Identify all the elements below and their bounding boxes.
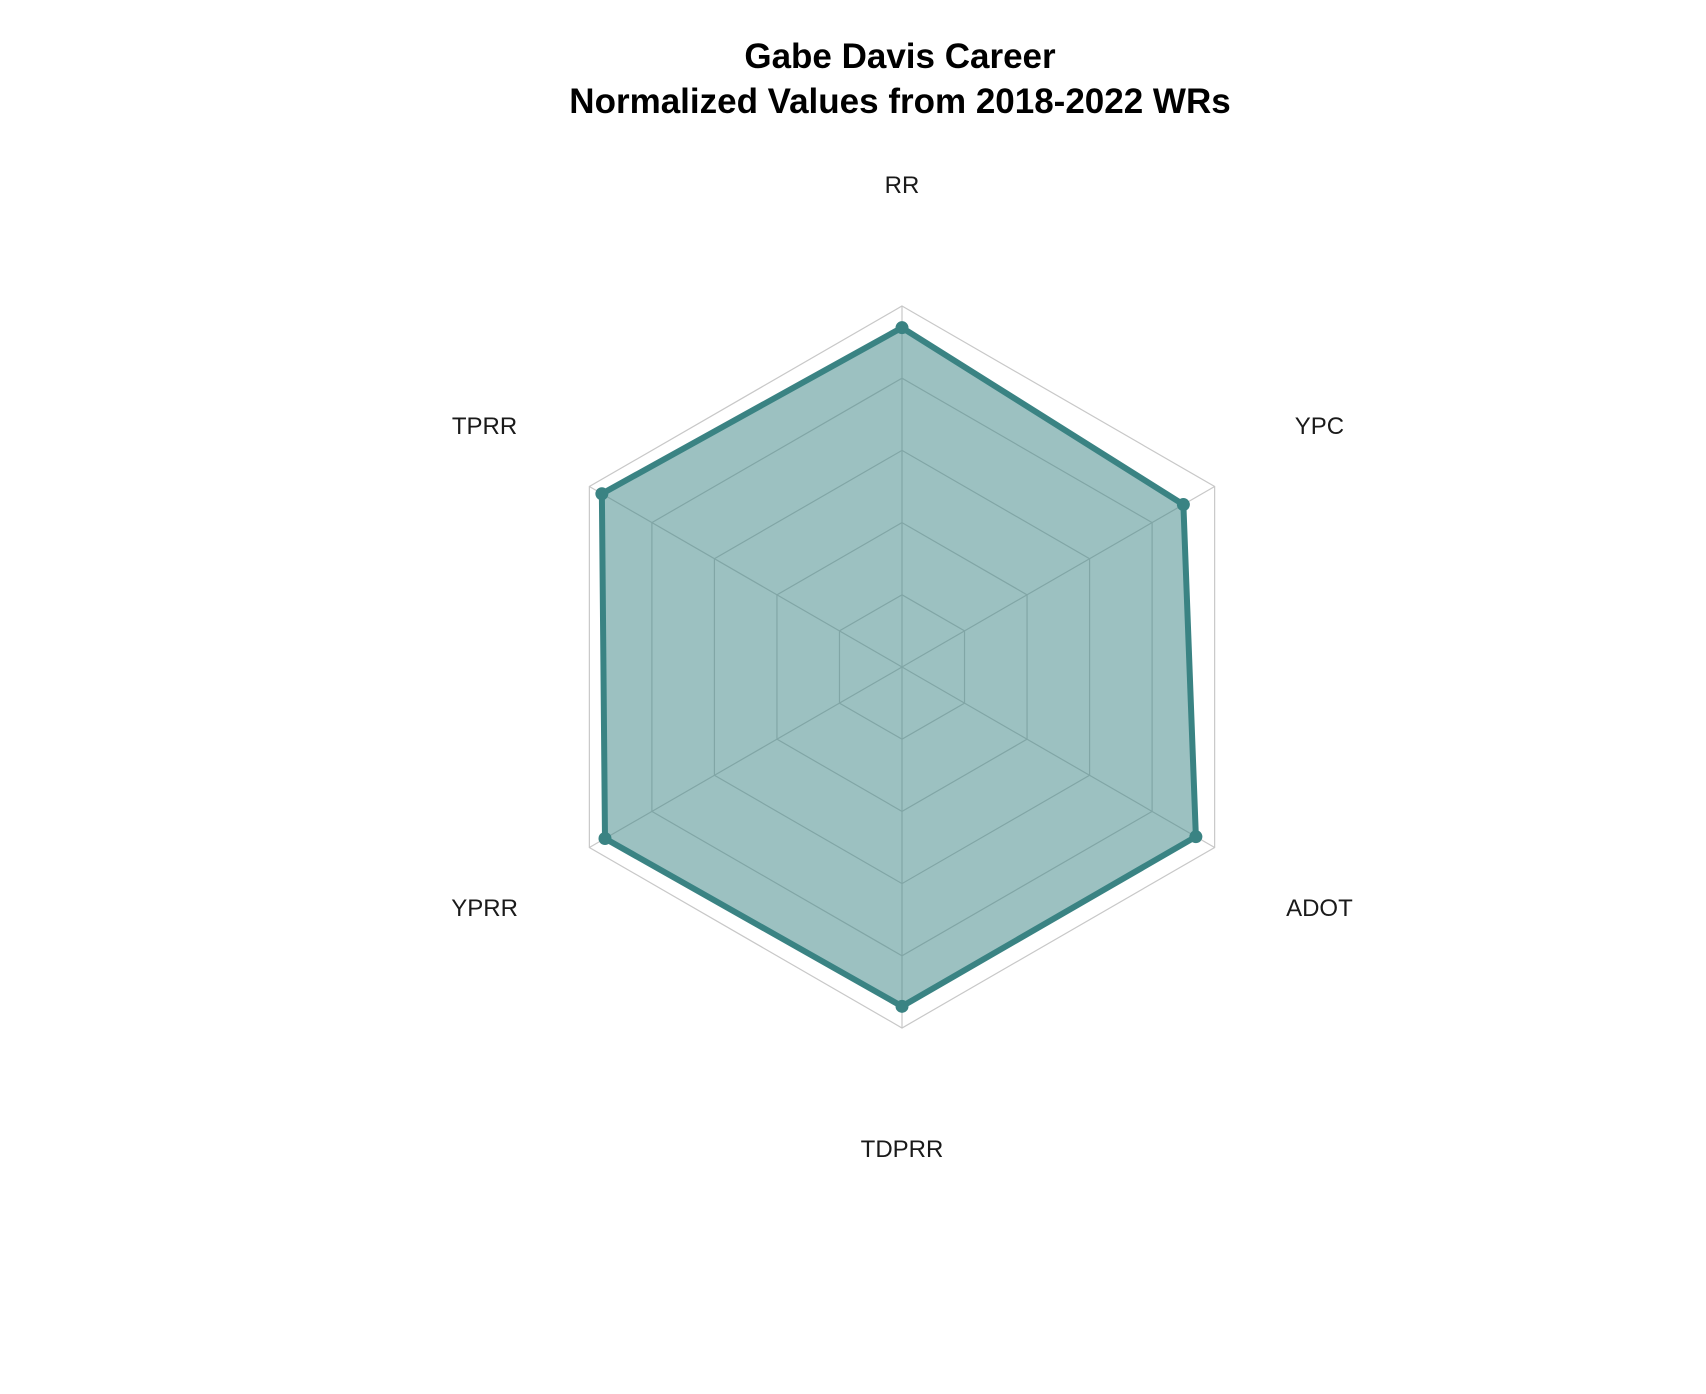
axis-label-yprr: YPRR — [451, 895, 518, 922]
axis-label-ypc: YPC — [1295, 413, 1344, 440]
data-point-ypc — [1176, 498, 1190, 512]
data-point-tprr — [595, 487, 609, 501]
data-point-adot — [1189, 830, 1203, 844]
axis-label-tprr: TPRR — [452, 413, 517, 440]
axis-label-adot: ADOT — [1286, 895, 1353, 922]
axis-label-rr: RR — [885, 172, 920, 199]
data-point-yprr — [598, 831, 612, 845]
axis-label-tdprr: TDPRR — [861, 1136, 944, 1163]
data-point-tdprr — [895, 999, 909, 1013]
data-point-rr — [895, 321, 909, 335]
title-line-2: Normalized Values from 2018-2022 WRs — [569, 82, 1231, 121]
title-line-1: Gabe Davis Career — [744, 37, 1056, 76]
chart-title: Gabe Davis Career Normalized Values from… — [0, 34, 1706, 124]
series-area — [598, 324, 1199, 1010]
